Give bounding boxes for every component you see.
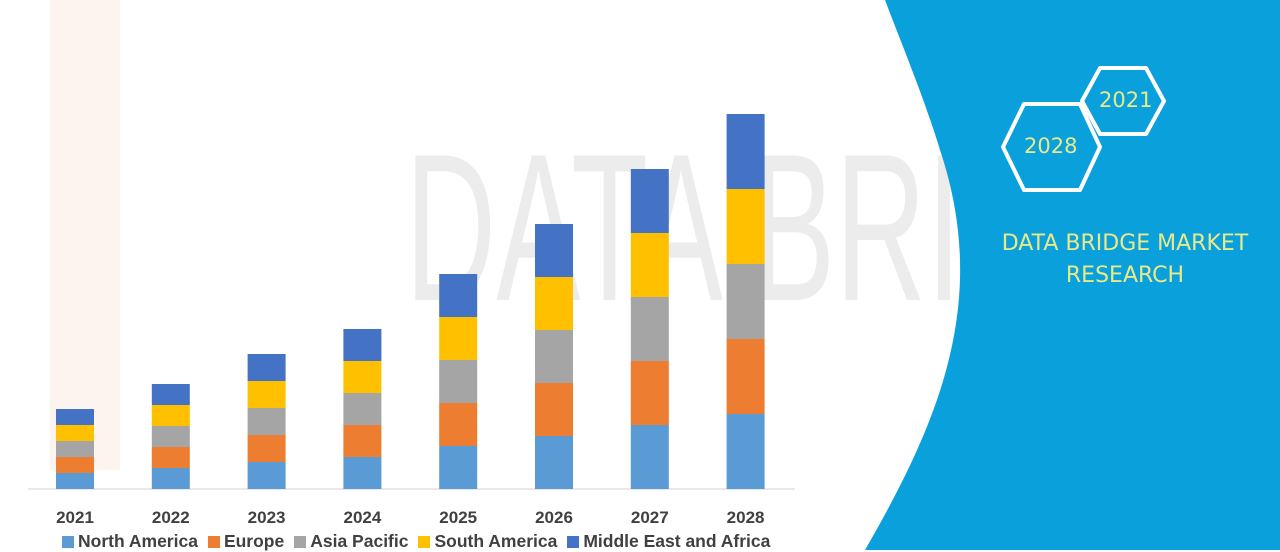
bar-segment-asia-pacific-2021 [56,441,94,457]
bar-segment-europe-2028 [726,339,765,414]
hex-label-2028: 2028 [1024,134,1078,158]
bar-segment-europe-2026 [535,383,573,436]
bar-segment-middle-east-and-africa-2023 [247,354,286,381]
legend-item: Asia Pacific [294,531,408,552]
bar-segment-europe-2024 [343,425,382,457]
bar-segment-south-america-2023 [247,381,286,408]
legend-swatch [418,535,431,548]
bar-segment-north-america-2026 [535,436,573,489]
bar-segment-europe-2023 [247,435,286,462]
x-tick-label: 2021 [56,508,94,527]
bar-segment-middle-east-and-africa-2028 [726,114,765,189]
hexagon-2028 [1001,102,1102,192]
bar-segment-south-america-2026 [535,277,573,330]
legend-item: South America [418,531,557,552]
brand-line-1: DATA BRIDGE MARKET [1001,231,1249,256]
bar-segment-asia-pacific-2027 [630,297,669,361]
logo-watermark [50,0,120,470]
legend-label: South America [434,531,558,551]
bar-segment-north-america-2021 [56,473,94,489]
x-tick-label: 2028 [727,508,765,527]
bar-segment-south-america-2022 [151,405,190,426]
legend-swatch [62,535,74,548]
bar-segment-south-america-2021 [56,425,94,441]
bar-segment-middle-east-and-africa-2027 [630,169,669,233]
bar-segment-asia-pacific-2024 [343,393,382,425]
bar-segment-middle-east-and-africa-2025 [439,274,478,317]
x-tick-label: 2023 [248,508,286,527]
bar-segment-north-america-2027 [630,425,669,489]
legend-item: Europe [207,531,285,552]
legend-swatch [294,535,307,548]
bar-segment-asia-pacific-2025 [439,360,478,403]
x-tick-label: 2022 [152,508,190,527]
bar-segment-south-america-2024 [343,361,382,393]
bar-segment-south-america-2027 [630,233,669,297]
bar-segment-europe-2021 [56,457,94,473]
x-tick-label: 2024 [343,508,381,527]
bar-segment-europe-2027 [630,361,669,425]
bar-segment-north-america-2028 [726,414,765,489]
legend-label: Asia Pacific [310,531,409,551]
bar-segment-north-america-2024 [343,457,382,489]
bar-segment-south-america-2025 [439,317,478,360]
bar-segment-middle-east-and-africa-2021 [56,409,94,425]
legend-label: Middle East and Africa [583,531,771,551]
legend-swatch [567,535,580,548]
bar-segment-asia-pacific-2028 [726,264,765,339]
bar-segment-middle-east-and-africa-2024 [343,329,382,361]
x-tick-label: 2026 [535,508,573,527]
bar-segment-europe-2022 [151,447,190,468]
bar-segment-middle-east-and-africa-2026 [535,224,573,277]
bar-segment-north-america-2025 [439,446,478,489]
bar-segment-asia-pacific-2022 [151,426,190,447]
bar-segment-north-america-2023 [247,462,286,489]
brand-name: DATA BRIDGE MARKET RESEARCH [985,228,1265,292]
bar-segment-south-america-2028 [726,189,765,264]
bar-segment-asia-pacific-2023 [247,408,286,435]
legend-label: North America [78,531,198,551]
x-tick-label: 2027 [631,508,669,527]
hex-label-2021: 2021 [1099,88,1153,112]
legend-label: Europe [223,531,285,551]
bar-segment-north-america-2022 [151,468,190,489]
legend-swatch [207,535,220,548]
x-tick-label: 2025 [439,508,477,527]
legend-item: Middle East and Africa [567,531,770,552]
bar-segment-middle-east-and-africa-2022 [151,384,190,405]
bar-segment-asia-pacific-2026 [535,330,573,383]
hexagon-2021 [1080,66,1166,136]
bar-segment-europe-2025 [439,403,478,446]
brand-line-2: RESEARCH [1065,263,1185,288]
blue-panel [865,0,1280,550]
legend-item: North America [62,531,198,552]
legend: North America Europe Asia Pacific South … [62,531,770,552]
